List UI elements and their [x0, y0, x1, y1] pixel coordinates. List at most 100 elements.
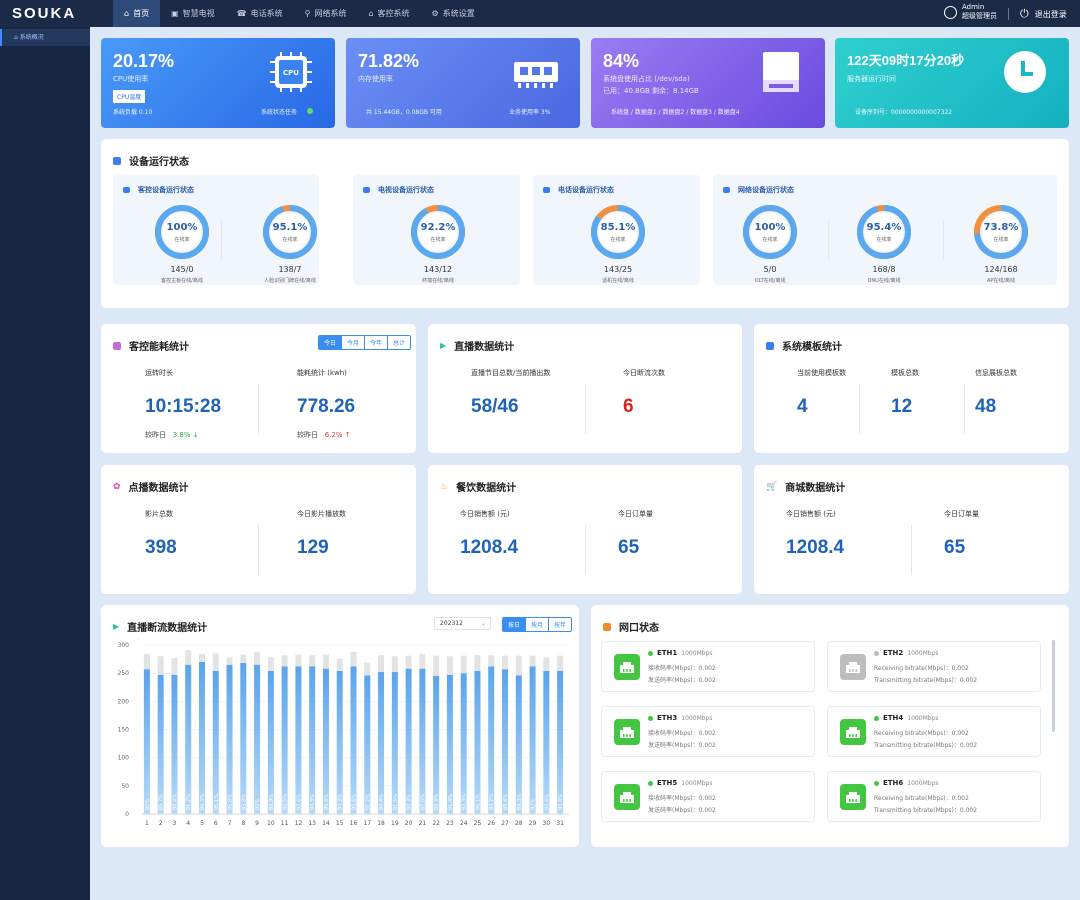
month-select[interactable]: 202312 ⌄ [434, 617, 491, 630]
bar-online[interactable] [336, 670, 343, 814]
network-title: 网口状态 [619, 623, 659, 634]
tab-by-year[interactable]: 按年 [548, 618, 571, 631]
bar-online[interactable] [309, 666, 316, 814]
bar-offline[interactable] [157, 656, 164, 675]
bar-online[interactable] [446, 674, 453, 814]
bar-online[interactable] [515, 675, 522, 814]
scrollbar[interactable] [1052, 640, 1055, 732]
sidebar-item-overview[interactable]: ⌂ 系统概况 [0, 29, 90, 46]
bar-online[interactable] [460, 673, 467, 814]
x-tick-label: 23 [446, 820, 454, 827]
port-eth3[interactable]: ETH3 1000Mbps 接收码率(Mbps)：0.002 发送码率(Mbps)：0… [601, 706, 815, 757]
bar-online[interactable] [267, 670, 274, 814]
disk-tabs[interactable]: 系统盘 / 数据盘1 / 数据盘2 / 数据盘3 / 数据盘4 [611, 109, 740, 116]
bar-online[interactable] [419, 668, 426, 814]
bar-online[interactable] [378, 672, 385, 814]
port-eth5[interactable]: ETH5 1000Mbps 接收码率(Mbps)：0.002 发送码率(Mbps)：0… [601, 771, 815, 822]
bar-offline[interactable] [543, 657, 550, 671]
bar-offline[interactable] [419, 654, 426, 669]
bar-offline[interactable] [502, 655, 509, 670]
bar-offline[interactable] [557, 655, 564, 671]
bar-online[interactable] [350, 666, 357, 814]
nav-item-1[interactable]: ▣ 智慧电视 [160, 0, 226, 27]
bar-offline[interactable] [143, 654, 150, 670]
bar-offline[interactable] [446, 656, 453, 675]
bar-online[interactable] [474, 670, 481, 814]
cpu-label: CPU使用率 [113, 75, 149, 83]
tab-today[interactable]: 今日 [319, 336, 342, 349]
bar-offline[interactable] [336, 658, 343, 671]
bar-offline[interactable] [364, 662, 371, 676]
nav-item-5[interactable]: ⚙ 系统设置 [421, 0, 486, 27]
bar-offline[interactable] [185, 650, 192, 665]
bar-offline[interactable] [309, 655, 316, 667]
tab-by-month[interactable]: 按月 [525, 618, 548, 631]
port-eth1[interactable]: ETH1 1000Mbps 接收码率(Mbps)：0.002 发送码率(Mbps)：0… [601, 641, 815, 692]
bar-online[interactable] [143, 669, 150, 814]
bar-offline[interactable] [405, 655, 412, 669]
nav-item-4[interactable]: ⌂ 客控系统 [357, 0, 420, 27]
logout-label: 退出登录 [1034, 9, 1067, 19]
bar-online[interactable] [543, 670, 550, 814]
tab-total[interactable]: 总计 [387, 336, 410, 349]
disk-label: 系统盘使用占比 (/dev/sda) [603, 75, 690, 83]
tab-month[interactable]: 今月 [341, 336, 364, 349]
bar-online[interactable] [171, 674, 178, 814]
gauge-ring [155, 205, 209, 259]
bar-offline[interactable] [391, 656, 398, 673]
logout-button[interactable]: ⏻ 退出登录 [1020, 7, 1067, 21]
bar-offline[interactable] [198, 654, 205, 662]
bar-offline[interactable] [350, 651, 357, 667]
bar-offline[interactable] [529, 655, 536, 667]
port-eth4[interactable]: ETH4 1000Mbps Receiving bitrate(Mbps)：0.00… [827, 706, 1041, 757]
bar-online[interactable] [405, 668, 412, 814]
bar-offline[interactable] [254, 651, 261, 665]
nav-item-3[interactable]: ⚲ 网络系统 [294, 0, 358, 27]
bar-offline[interactable] [460, 655, 467, 674]
user-menu[interactable]: Admin 超级管理员 [944, 3, 997, 21]
bar-online[interactable] [157, 674, 164, 814]
bar-data-label: 91.5% [393, 794, 399, 810]
bar-online[interactable] [391, 672, 398, 814]
cpu-temp-badge[interactable]: CPU温度 [113, 90, 146, 103]
bar-online[interactable] [212, 670, 219, 814]
bar-offline[interactable] [212, 653, 219, 671]
nav-item-0[interactable]: ⌂ 首页 [113, 0, 161, 27]
bar-offline[interactable] [240, 654, 247, 664]
bar-online[interactable] [322, 668, 329, 814]
bar-online[interactable] [198, 661, 205, 814]
bar-offline[interactable] [322, 654, 329, 669]
bar-offline[interactable] [295, 654, 302, 667]
bar-online[interactable] [502, 669, 509, 814]
bar-online[interactable] [488, 666, 495, 814]
bar-online[interactable] [254, 664, 261, 814]
uptime-label: 服务器运行时间 [847, 75, 896, 83]
online-gauge: 100% 在线率 5/0 OLT在线/离线 [740, 204, 800, 284]
bar-online[interactable] [529, 666, 536, 814]
bar-online[interactable] [557, 670, 564, 814]
gauge-percent: 100% [754, 222, 786, 233]
port-eth6[interactable]: ETH6 1000Mbps Receiving bitrate(Mbps)：0.00… [827, 771, 1041, 822]
bar-online[interactable] [433, 675, 440, 814]
tab-by-day[interactable]: 按日 [503, 618, 526, 631]
bar-data-label: 96.1% [475, 794, 481, 810]
tab-year[interactable]: 今年 [364, 336, 387, 349]
bar-online[interactable] [240, 663, 247, 814]
bar-offline[interactable] [474, 655, 481, 671]
nav-item-2[interactable]: ☎ 电话系统 [226, 0, 294, 27]
bar-offline[interactable] [433, 655, 440, 676]
bar-offline[interactable] [378, 655, 385, 673]
bar-offline[interactable] [488, 655, 495, 667]
bar-offline[interactable] [267, 657, 274, 671]
bar-online[interactable] [364, 675, 371, 814]
energy-value: 778.26 [297, 396, 356, 417]
bar-offline[interactable] [281, 655, 288, 667]
bar-online[interactable] [226, 664, 233, 814]
bar-online[interactable] [185, 664, 192, 814]
bar-online[interactable] [295, 666, 302, 814]
bar-online[interactable] [281, 666, 288, 814]
bar-offline[interactable] [226, 657, 233, 665]
port-eth2[interactable]: ETH2 1000Mbps Receiving bitrate(Mbps)：0.00… [827, 641, 1041, 692]
bar-offline[interactable] [171, 657, 178, 675]
bar-offline[interactable] [515, 655, 522, 676]
